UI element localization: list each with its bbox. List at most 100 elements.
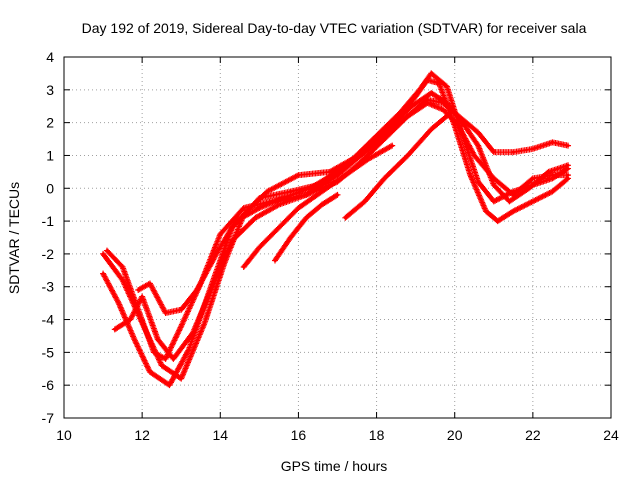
- data-point: [277, 226, 281, 230]
- data-point: [179, 324, 183, 328]
- data-point: [566, 173, 570, 177]
- data-point: [336, 193, 339, 197]
- data-point: [121, 265, 125, 269]
- data-point: [191, 331, 195, 335]
- data-point: [296, 206, 300, 210]
- data-point: [281, 196, 285, 200]
- data-point: [179, 377, 183, 381]
- x-tick-label: 16: [291, 427, 307, 443]
- data-point: [164, 357, 168, 361]
- y-tick-label: -5: [42, 344, 55, 360]
- data-point: [476, 180, 480, 184]
- data-point: [277, 203, 281, 207]
- data-point: [257, 206, 261, 210]
- data-point: [359, 153, 363, 157]
- y-tick-label: 2: [46, 115, 54, 131]
- data-point: [445, 85, 449, 89]
- data-point: [429, 127, 433, 131]
- data-point: [375, 134, 379, 138]
- plot-frame: [63, 56, 612, 419]
- data-point: [566, 176, 570, 180]
- data-point: [441, 108, 445, 112]
- data-point: [476, 144, 480, 148]
- y-tick-label: -7: [42, 410, 55, 426]
- data-points: [100, 70, 572, 389]
- data-point: [336, 170, 339, 174]
- x-tick-label: 20: [447, 427, 463, 443]
- data-point: [230, 239, 234, 243]
- data-point: [492, 183, 496, 187]
- data-point: [214, 252, 218, 256]
- data-point: [468, 173, 472, 177]
- data-point: [398, 111, 402, 115]
- data-point: [461, 117, 465, 121]
- data-point: [308, 186, 312, 190]
- data-point: [304, 193, 308, 197]
- data-point: [253, 216, 257, 220]
- data-point: [101, 272, 105, 276]
- x-tick-label: 18: [369, 427, 385, 443]
- data-point: [328, 170, 332, 174]
- data-point: [113, 327, 117, 331]
- y-tick-label: -2: [42, 246, 55, 262]
- data-point: [492, 199, 496, 203]
- x-tick-label: 14: [212, 427, 228, 443]
- series-track-7: [271, 191, 341, 264]
- data-point: [429, 91, 433, 95]
- data-point: [476, 130, 480, 134]
- data-point: [136, 288, 140, 292]
- data-point: [382, 134, 386, 138]
- data-point: [160, 363, 164, 367]
- x-tick-label: 24: [603, 427, 619, 443]
- data-point: [242, 265, 246, 269]
- data-point: [382, 176, 386, 180]
- y-tick-label: -1: [42, 213, 55, 229]
- data-point: [273, 258, 277, 262]
- data-point: [492, 176, 496, 180]
- data-point: [320, 190, 324, 194]
- data-point: [550, 176, 554, 180]
- y-tick-label: 4: [46, 49, 54, 65]
- data-point: [234, 219, 238, 223]
- data-point: [167, 383, 171, 387]
- y-tick-label: 1: [46, 147, 54, 163]
- data-point: [425, 98, 429, 102]
- data-point: [343, 216, 347, 220]
- data-point: [429, 71, 433, 75]
- data-point: [546, 170, 550, 174]
- x-tick-label: 10: [56, 427, 72, 443]
- data-point: [132, 337, 136, 341]
- data-point: [195, 288, 199, 292]
- data-point: [128, 318, 132, 322]
- data-point: [511, 193, 515, 197]
- y-tick-label: 3: [46, 82, 54, 98]
- y-tick-label: 0: [46, 180, 54, 196]
- data-point: [152, 350, 156, 354]
- data-point: [121, 278, 125, 282]
- data-point: [117, 301, 121, 305]
- data-point: [140, 295, 144, 299]
- data-point: [336, 173, 339, 177]
- x-tick-label: 22: [525, 427, 541, 443]
- data-point: [441, 101, 445, 105]
- data-point: [531, 199, 535, 203]
- data-point: [566, 144, 570, 148]
- data-point: [257, 245, 261, 249]
- data-point: [242, 206, 246, 210]
- data-point: [511, 150, 515, 154]
- data-point: [531, 147, 535, 151]
- data-point: [484, 209, 488, 213]
- data-point: [550, 190, 554, 194]
- data-point: [304, 216, 308, 220]
- data-point: [171, 357, 175, 361]
- x-tick-label: 12: [134, 427, 150, 443]
- data-point: [148, 281, 152, 285]
- data-point: [418, 88, 422, 92]
- data-point: [148, 370, 152, 374]
- data-point: [265, 190, 269, 194]
- y-tick-label: -3: [42, 279, 55, 295]
- y-tick-label: -4: [42, 312, 55, 328]
